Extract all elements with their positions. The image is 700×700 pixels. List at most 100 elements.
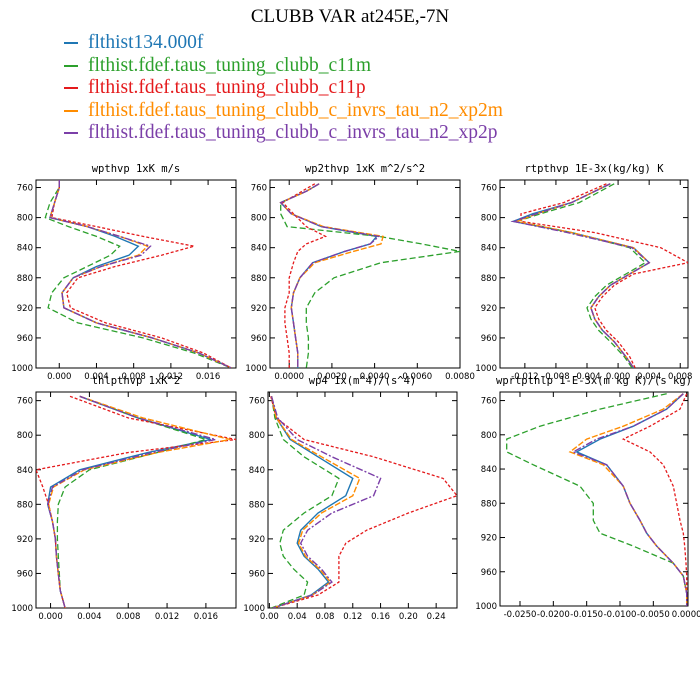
x-tick-label: 0.04 [288,612,307,622]
series-line [49,180,232,368]
x-tick-label: 0.008 [116,612,140,622]
legend-swatch [64,64,78,67]
x-tick-label: 0.016 [196,372,220,382]
plot-frame [267,391,458,609]
legend-entry: flthist.fdef.taus_tuning_clubb_c11m [64,55,503,78]
x-tick-label: 0.0080 [445,372,475,382]
x-tick-label: 0.0000 [672,610,700,620]
series-line [49,180,232,368]
x-tick-label: -0.0100 [604,610,637,620]
y-tick-label: 880 [481,499,497,509]
y-tick-label: 800 [249,431,265,441]
panel-title: thlpthvp 1xK^2 [92,375,181,387]
legend-label: flthist.fdef.taus_tuning_clubb_c_invrs_t… [88,99,503,121]
x-tick-label: 0.004 [77,612,101,622]
legend-swatch [64,42,78,45]
plot-frame [35,179,237,369]
panel-title: wp2thvp 1xK m^2/s^2 [305,163,425,175]
y-tick-label: 920 [249,535,265,545]
y-tick-label: 1000 [475,602,497,612]
x-tick-label: 0.012 [155,612,179,622]
chart-panel: wp4 1x(m^4)/(s^4)76080084088092096010000… [243,375,458,622]
x-tick-label: 0.24 [427,612,446,622]
legend-entry: flthist134.000f [64,32,503,55]
series-line [49,180,232,368]
x-tick-label: 0.12 [343,612,362,622]
series-line [270,396,382,608]
series-line [514,183,647,368]
series-line [270,396,354,608]
series-line [47,395,231,608]
y-tick-label: 800 [17,431,33,441]
y-tick-label: 880 [17,274,33,284]
y-tick-label: 840 [17,466,33,476]
x-tick-label: -0.012 [511,372,538,382]
legend-swatch [64,87,78,90]
y-tick-label: 880 [249,500,265,510]
x-tick-label: 0.016 [194,612,218,622]
legend-label: flthist.fdef.taus_tuning_clubb_c11m [88,54,372,76]
series-line [270,396,340,608]
x-tick-label: 0.0040 [360,372,390,382]
y-tick-label: 800 [17,214,33,224]
y-tick-label: 760 [17,184,33,194]
x-tick-label: 0.004 [637,372,661,382]
y-tick-label: 880 [17,500,33,510]
x-tick-label: -0.0150 [570,610,603,620]
y-tick-label: 920 [251,304,267,314]
y-tick-label: 960 [251,334,267,344]
y-tick-label: 800 [481,214,497,224]
x-tick-label: 0.000 [606,372,630,382]
y-tick-label: 1000 [245,364,267,374]
chart-panel: rtpthvp 1E-3x(kg/kg) K 760 800 840 880 920 960… [475,163,692,382]
series-line [575,393,688,606]
series-line [44,180,232,368]
y-tick-label: 960 [481,568,497,578]
x-tick-label: -0.0250 [504,610,537,620]
legend-label: flthist134.000f [88,32,204,54]
y-tick-label: 960 [249,569,265,579]
series-line [270,396,361,608]
y-tick-label: 920 [481,534,497,544]
x-tick-label: 0.08 [316,612,335,622]
x-tick-label: 0.16 [371,612,390,622]
series-line [281,183,328,368]
y-tick-label: 840 [481,244,497,254]
x-tick-label: 0.000 [38,612,62,622]
series-line [279,183,381,368]
panel-title: wp4 1x(m^4)/(s^4) [309,375,416,387]
chart-panel: wprtpthlp 1-E-3x(m kg K)/(s kg) 760 800 840… [475,375,700,620]
y-tick-label: 1000 [475,364,497,374]
x-tick-label: 0.0000 [274,372,304,382]
panel-title: rtpthvp 1E-3x(kg/kg) K [524,163,664,175]
x-tick-label: 0.0020 [317,372,347,382]
series-line [280,183,460,368]
x-tick-label: 0.012 [159,372,183,382]
y-tick-label: 760 [481,184,497,194]
y-tick-label: 1000 [11,364,33,374]
series-line [46,395,211,608]
series-line [56,395,209,608]
y-tick-label: 960 [17,569,33,579]
series-line [46,395,216,608]
series-line [510,183,651,368]
chart-panel: wp2thvp 1xK m^2/s^2 760 800 840 880 920 960 100… [245,163,475,382]
x-tick-label: 0.008 [668,372,692,382]
x-tick-label: 0.008 [122,372,146,382]
legend-swatch [64,132,78,135]
series-line [51,180,232,368]
series-line [571,393,688,606]
y-tick-label: 880 [251,274,267,284]
legend-label: flthist.fdef.taus_tuning_clubb_c_invrs_t… [88,122,498,144]
x-tick-label: 0.0060 [402,372,432,382]
legend-entry: flthist.fdef.taus_tuning_clubb_c11p [64,77,503,100]
y-tick-label: 920 [17,304,33,314]
panel-title: wprtpthlp 1-E-3x(m kg K)/(s kg) [496,375,692,387]
series-line [568,393,688,606]
series-line [279,183,379,368]
y-tick-label: 960 [17,334,33,344]
chart-panel: thlpthvp 1xK^2 760 800 840 880 920 960 1000 0.00… [11,375,237,622]
y-tick-label: 1000 [243,604,265,614]
legend-entry: flthist.fdef.taus_tuning_clubb_c_invrs_t… [64,122,503,145]
